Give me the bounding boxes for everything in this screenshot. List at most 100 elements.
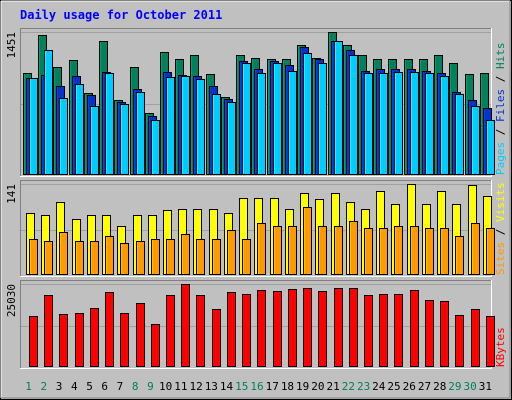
- bar-kbytes-kbytes-day-31: [486, 316, 495, 367]
- legend-entry-hits: Hits: [494, 43, 507, 70]
- bar-hits-pages-day-11: [181, 76, 190, 175]
- bar-hits-pages-day-1: [29, 78, 38, 175]
- legend-entry-visits: Visits: [494, 182, 507, 222]
- bar-hits-pages-day-5: [90, 106, 99, 175]
- bar-kbytes-kbytes-day-10: [166, 295, 175, 367]
- x-tick-label-day-17: 17: [266, 380, 279, 393]
- bar-hits-pages-day-15: [242, 63, 251, 175]
- x-axis-tick-labels: 1 2 3 4 5 6 7 8 9 10 11 12 13 14 15 16 17 18 19 20 21 22 23 24 2…: [25, 380, 492, 393]
- bar-visits-sites-day-1: [29, 239, 38, 275]
- bar-kbytes-kbytes-day-27: [425, 300, 434, 367]
- x-tick-label-day-26: 26: [403, 380, 416, 393]
- bar-hits-pages-day-23: [364, 73, 373, 175]
- bar-visits-sites-day-22: [349, 221, 358, 275]
- x-tick-label-day-6: 6: [101, 380, 108, 393]
- bar-kbytes-kbytes-day-11: [181, 284, 190, 367]
- bar-kbytes-kbytes-day-20: [318, 291, 327, 367]
- bar-visits-sites-day-9: [151, 239, 160, 275]
- bar-kbytes-kbytes-day-22: [349, 288, 358, 367]
- bar-hits-pages-day-4: [75, 84, 84, 175]
- bar-kbytes-kbytes-day-6: [105, 292, 114, 367]
- bar-visits-sites-day-5: [90, 241, 99, 275]
- bar-visits-sites-day-6: [105, 236, 114, 275]
- bar-visits-sites-day-30: [471, 223, 480, 275]
- bar-kbytes-kbytes-day-1: [29, 316, 38, 367]
- x-tick-label-day-12: 12: [189, 380, 202, 393]
- x-tick-label-day-8: 8: [132, 380, 139, 393]
- x-tick-label-day-10: 10: [159, 380, 172, 393]
- bar-hits-pages-day-12: [196, 79, 205, 175]
- panel-hits-ymax-label: 1451: [5, 32, 18, 59]
- bar-kbytes-kbytes-day-9: [151, 324, 160, 367]
- bar-hits-pages-day-22: [349, 55, 358, 175]
- x-tick-label-day-2: 2: [41, 380, 48, 393]
- bar-kbytes-kbytes-day-23: [364, 295, 373, 367]
- x-tick-label-day-24: 24: [372, 380, 386, 393]
- bar-kbytes-kbytes-day-26: [410, 290, 419, 367]
- chart-panels: 1451 Pages / Files / Hits 141 Sites / Visit…: [5, 28, 507, 369]
- bar-kbytes-kbytes-day-2: [44, 295, 53, 367]
- bar-kbytes-kbytes-day-17: [273, 291, 282, 367]
- panel-visits: 141 Sites / Visits: [5, 180, 507, 277]
- legend-entry-sites: Sites: [494, 242, 507, 275]
- bar-visits-sites-day-15: [242, 239, 251, 275]
- bar-hits-pages-day-28: [440, 76, 449, 175]
- x-tick-label-day-31: 31: [479, 380, 492, 393]
- bar-hits-pages-day-3: [59, 98, 68, 175]
- bar-kbytes-kbytes-day-8: [136, 303, 145, 367]
- bar-visits-sites-day-16: [257, 223, 266, 275]
- bar-visits-sites-day-4: [75, 241, 84, 275]
- x-tick-label-day-14: 14: [220, 380, 234, 393]
- bar-hits-pages-day-14: [227, 102, 236, 175]
- bar-visits-sites-day-24: [379, 228, 388, 275]
- x-tick-label-day-20: 20: [311, 380, 324, 393]
- bar-visits-sites-day-25: [394, 226, 403, 275]
- panel-kbytes-legend: KBytes: [494, 327, 507, 367]
- bar-kbytes-kbytes-day-24: [379, 294, 388, 367]
- bar-hits-pages-day-7: [120, 104, 129, 175]
- panel-hits-legend: Pages / Files / Hits: [494, 43, 507, 176]
- bar-hits-pages-day-13: [212, 94, 221, 175]
- x-tick-label-day-29: 29: [448, 380, 461, 393]
- bar-hits-pages-day-2: [44, 50, 53, 175]
- bar-kbytes-kbytes-day-30: [471, 309, 480, 367]
- bar-kbytes-kbytes-day-18: [288, 289, 297, 367]
- bar-kbytes-kbytes-day-21: [334, 288, 343, 367]
- bar-hits-pages-day-17: [273, 63, 282, 175]
- bar-hits-pages-day-20: [318, 63, 327, 175]
- bar-kbytes-kbytes-day-19: [303, 288, 312, 367]
- x-tick-label-day-9: 9: [147, 380, 154, 393]
- panel-hits: 1451 Pages / Files / Hits: [5, 28, 507, 177]
- legend-entry-kbytes: KBytes: [494, 327, 507, 367]
- chart-title: Daily usage for October 2011: [20, 8, 222, 22]
- bar-kbytes-kbytes-day-4: [75, 313, 84, 367]
- x-tick-label-day-25: 25: [387, 380, 400, 393]
- bar-hits-pages-day-27: [425, 73, 434, 175]
- bar-visits-sites-day-31: [486, 228, 495, 275]
- x-tick-label-day-7: 7: [117, 380, 124, 393]
- legend-entry-pages: Pages: [494, 142, 507, 175]
- bar-hits-pages-day-9: [151, 120, 160, 175]
- bar-visits-sites-day-27: [425, 228, 434, 275]
- legend-separator: /: [494, 69, 507, 89]
- bar-hits-pages-day-6: [105, 73, 114, 175]
- bar-kbytes-kbytes-day-14: [227, 292, 236, 367]
- bar-kbytes-kbytes-day-25: [394, 294, 403, 367]
- x-tick-label-day-1: 1: [25, 380, 32, 393]
- panel-visits-ymax-label: 141: [5, 184, 18, 204]
- bar-hits-pages-day-29: [455, 94, 464, 175]
- bar-hits-pages-day-31: [486, 120, 495, 175]
- x-tick-label-day-3: 3: [56, 380, 63, 393]
- x-tick-label-day-23: 23: [357, 380, 370, 393]
- bar-kbytes-kbytes-day-7: [120, 313, 129, 367]
- bar-kbytes-kbytes-day-12: [196, 295, 205, 367]
- bar-kbytes-kbytes-day-29: [455, 315, 464, 367]
- bar-hits-pages-day-24: [379, 73, 388, 175]
- bar-visits-sites-day-26: [410, 226, 419, 275]
- bar-visits-sites-day-19: [303, 207, 312, 275]
- bar-visits-sites-day-29: [455, 236, 464, 275]
- bar-visits-sites-day-10: [166, 239, 175, 275]
- legend-entry-files: Files: [494, 89, 507, 122]
- x-tick-label-day-11: 11: [174, 380, 187, 393]
- panel-kbytes-ymax-label: 25030: [5, 284, 18, 317]
